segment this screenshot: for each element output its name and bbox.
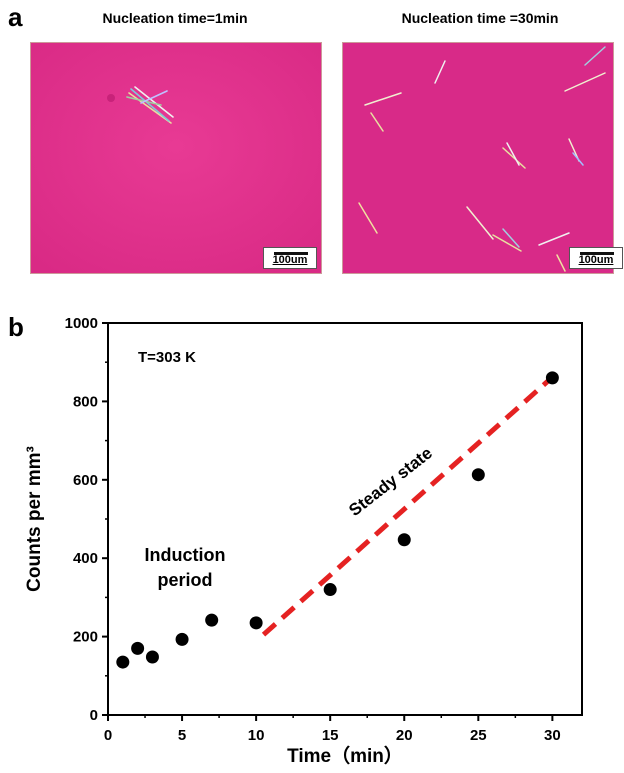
x-tick-label: 15: [322, 727, 339, 744]
data-point: [249, 616, 263, 630]
scale-bar-label: 100um: [578, 254, 614, 266]
y-tick-label: 600: [73, 472, 98, 489]
micro-right-title: Nucleation time =30min: [401, 10, 559, 26]
y-tick-label: 800: [73, 393, 98, 410]
x-tick-label: 25: [470, 727, 487, 744]
micro-left-title: Nucleation time=1min: [102, 10, 248, 26]
induction-annotation: period: [157, 570, 212, 590]
data-point: [116, 655, 130, 669]
data-point: [145, 650, 159, 664]
data-point: [323, 583, 337, 597]
data-point: [205, 613, 219, 627]
y-tick-label: 200: [73, 629, 98, 646]
steady-state-fit-line: [261, 375, 555, 637]
plot-frame: [107, 322, 583, 716]
data-point: [175, 632, 189, 646]
micrograph-1min-image: [31, 43, 321, 273]
micrograph-30min: 100um: [342, 42, 623, 274]
y-tick-label: 400: [73, 550, 98, 567]
steady-state-annotation: Steady state: [345, 443, 436, 520]
scale-bar-line: [274, 252, 308, 255]
scale-bar-label: 100um: [272, 254, 308, 266]
x-tick-label: 10: [248, 727, 265, 744]
temperature-annotation: T=303 K: [138, 349, 196, 366]
x-tick-label: 5: [178, 727, 186, 744]
x-tick-label: 20: [396, 727, 413, 744]
x-tick-label: 30: [544, 727, 561, 744]
data-point: [545, 371, 559, 385]
y-axis-label: Counts per mm³: [24, 446, 45, 592]
y-tick-label: 1000: [65, 315, 98, 332]
data-point: [471, 468, 485, 482]
x-axis-label: Time（min）: [287, 744, 403, 767]
scale-bar-left: 100um: [263, 247, 317, 269]
scale-bar-right: 100um: [569, 247, 623, 269]
scale-bar-line: [580, 252, 614, 255]
panel-b-letter: b: [8, 312, 24, 342]
panel-a-letter: a: [8, 2, 23, 32]
micrograph-30min-image: [343, 43, 613, 273]
data-point: [131, 641, 145, 655]
y-tick-label: 0: [90, 707, 98, 724]
induction-annotation: Induction: [145, 545, 226, 565]
micrograph-1min: 100um: [30, 42, 322, 274]
x-tick-label: 0: [104, 727, 112, 744]
data-point: [397, 533, 411, 547]
